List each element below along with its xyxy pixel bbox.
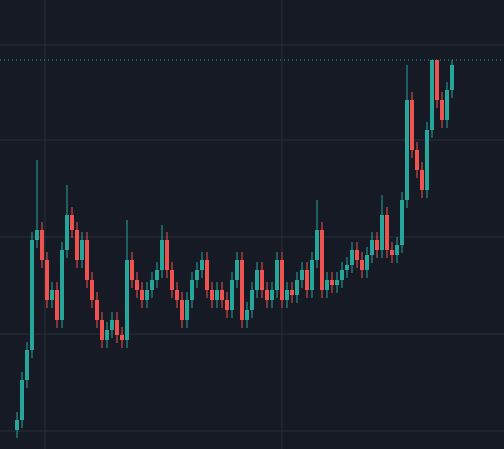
candle-body	[80, 240, 84, 260]
candle-body	[200, 260, 204, 270]
candle-body	[400, 200, 404, 245]
candle-body	[415, 150, 419, 170]
candle-body	[285, 290, 289, 300]
candle-body	[45, 260, 49, 300]
candle-body	[40, 230, 44, 260]
candle-body	[20, 380, 24, 420]
candle-body	[110, 320, 114, 330]
candle-body	[390, 250, 394, 255]
candle-body	[155, 270, 159, 280]
candle-body	[55, 290, 59, 320]
candle-body	[140, 290, 144, 300]
candle-body	[265, 290, 269, 300]
candle-body	[320, 230, 324, 290]
candle-body	[405, 100, 409, 200]
candle-body	[410, 100, 414, 150]
candle-body	[235, 260, 239, 280]
candle-body	[290, 290, 294, 295]
candle-body	[175, 290, 179, 300]
candle-body	[65, 215, 69, 250]
candle-body	[250, 290, 254, 310]
candle-body	[165, 240, 169, 270]
candle-body	[75, 230, 79, 260]
candle-body	[210, 290, 214, 300]
candle-body	[255, 270, 259, 290]
candle-body	[90, 280, 94, 300]
candle-body	[225, 300, 229, 310]
candle-body	[195, 270, 199, 280]
candle-body	[305, 270, 309, 290]
candle-body	[220, 290, 224, 300]
candle-body	[60, 250, 64, 320]
candle-body	[275, 260, 279, 290]
candle-body	[365, 255, 369, 270]
candle-body	[385, 215, 389, 250]
candle-body	[125, 260, 129, 340]
candle-body	[120, 335, 124, 340]
candle-body	[300, 270, 304, 280]
candle-body	[350, 250, 354, 265]
candle-body	[30, 240, 34, 350]
candle-body	[160, 240, 164, 270]
candle-body	[335, 280, 339, 285]
candle-body	[130, 260, 134, 280]
candle-body	[360, 260, 364, 270]
candle-body	[450, 65, 454, 90]
candle-body	[215, 290, 219, 300]
candle-body	[380, 215, 384, 250]
candle-body	[180, 300, 184, 320]
candle-body	[445, 90, 449, 120]
candle-body	[50, 290, 54, 300]
candle-body	[205, 260, 209, 290]
candle-body	[425, 130, 429, 190]
candle-body	[375, 240, 379, 250]
candle-body	[190, 280, 194, 300]
candle-body	[440, 100, 444, 120]
candle-body	[395, 245, 399, 255]
candle-body	[325, 280, 329, 290]
candle-body	[105, 330, 109, 340]
candle-body	[295, 280, 299, 295]
candle-body	[355, 250, 359, 260]
candle-body	[270, 290, 274, 300]
candle-body	[145, 290, 149, 300]
candle-body	[310, 260, 314, 290]
candle-body	[435, 60, 439, 100]
candle-body	[70, 215, 74, 230]
candle-body	[420, 170, 424, 190]
candle-body	[260, 270, 264, 290]
candle-body	[35, 230, 39, 240]
candle-body	[340, 270, 344, 280]
candle-body	[95, 300, 99, 320]
candle-body	[15, 420, 19, 430]
candle-body	[25, 350, 29, 380]
candle-body	[315, 230, 319, 260]
candle-body	[245, 310, 249, 320]
candle-body	[185, 300, 189, 320]
candle-body	[135, 280, 139, 290]
candle-body	[345, 265, 349, 270]
candle-body	[100, 320, 104, 340]
candle-body	[85, 240, 89, 280]
candle-body	[370, 240, 374, 255]
candle-body	[170, 270, 174, 290]
candle-body	[430, 60, 434, 130]
candle-body	[330, 280, 334, 285]
candle-body	[240, 260, 244, 320]
candle-body	[150, 280, 154, 290]
candle-body	[115, 320, 119, 335]
candle-body	[230, 280, 234, 310]
candle-body	[280, 260, 284, 300]
